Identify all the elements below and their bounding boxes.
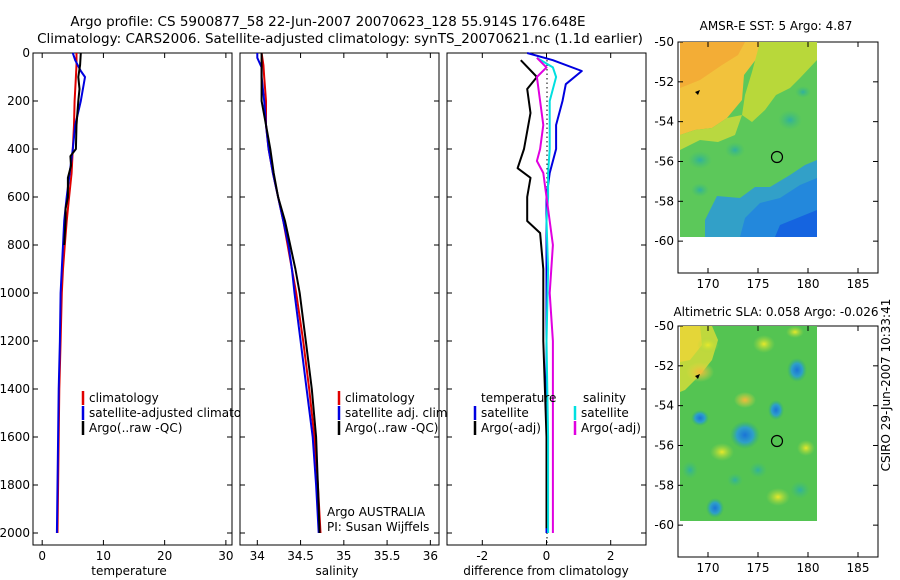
difference-xlabel: difference from climatology	[463, 564, 629, 578]
x-tick-label: -2	[476, 549, 488, 563]
temperature-axis-ticks: 0 10 20 30 0 200 400 600 800 1000 1200 1400 1600 1800…	[0, 46, 234, 563]
temperature-series	[55, 52, 86, 534]
legend-label-satellite: satellite adj. clim.	[345, 406, 451, 420]
x-tick-label: 10	[96, 549, 111, 563]
map-x-tick-label: 185	[847, 277, 870, 291]
difference-axis-ticks: -2 0 2	[447, 52, 646, 563]
x-tick-label: 2	[607, 549, 615, 563]
figure-title-line2: Climatology: CARS2006. Satellite-adjuste…	[37, 31, 643, 47]
legend-label-sal-satellite: satellite	[581, 406, 629, 420]
map-y-tick-label: -56	[654, 438, 674, 452]
sla-previous-position-marker	[695, 374, 700, 379]
salinity-legend: climatology satellite adj. clim. Argo(..…	[337, 391, 451, 435]
map-x-tick-label: 170	[697, 277, 720, 291]
x-tick-label: 30	[218, 549, 233, 563]
legend-label-satellite: satellite-adjusted climatology	[89, 406, 267, 420]
sst-map-title: AMSR-E SST: 5 Argo: 4.87	[700, 19, 853, 33]
sla-heatmap-field	[680, 326, 817, 521]
salinity-series	[256, 52, 322, 534]
map-x-tick-label: 185	[847, 561, 870, 575]
map-y-tick-label: -60	[654, 234, 674, 248]
map-y-tick-label: -52	[654, 359, 674, 373]
y-tick-label: 400	[7, 142, 30, 156]
series-line-temperature-argo-adj	[516, 59, 548, 529]
y-tick-label: 600	[7, 190, 30, 204]
map-x-tick-label: 175	[747, 561, 770, 575]
series-line-salinity-argo-adj	[535, 57, 554, 533]
map-y-tick-label: -58	[654, 478, 674, 492]
x-tick-label: 0	[38, 549, 46, 563]
temperature-plot-frame	[32, 52, 233, 546]
sst-map-panel: AMSR-E SST: 5 Argo: 4.87 170 175 180 185 -50…	[654, 19, 879, 291]
sst-previous-position-marker	[695, 90, 700, 95]
map-y-tick-label: -60	[654, 518, 674, 532]
sst-heatmap-field	[680, 42, 817, 237]
map-y-tick-label: -54	[654, 115, 674, 129]
legend-header-temperature: temperature	[481, 391, 556, 405]
x-tick-label: 35.5	[374, 549, 401, 563]
map-y-tick-label: -52	[654, 75, 674, 89]
y-tick-label: 1400	[0, 382, 30, 396]
salinity-axis-ticks: 34 34.5 35 35.5 36	[240, 52, 439, 563]
map-y-tick-label: -58	[654, 194, 674, 208]
y-tick-label: 1000	[0, 286, 30, 300]
map-y-tick-label: -54	[654, 399, 674, 413]
series-line-salinity-satellite	[536, 56, 558, 533]
x-tick-label: 36	[423, 549, 438, 563]
temperature-legend: climatology satellite-adjusted climatolo…	[81, 391, 267, 435]
difference-series	[516, 52, 583, 533]
salinity-annotation-line2: PI: Susan Wijffels	[327, 520, 429, 534]
x-tick-label: 20	[157, 549, 172, 563]
sla-argo-position-marker	[770, 434, 784, 448]
legend-label-argo: Argo(..raw -QC)	[345, 421, 438, 435]
series-line-argo-raw-qc	[63, 52, 82, 246]
map-x-tick-label: 180	[797, 561, 820, 575]
map-x-tick-label: 180	[797, 277, 820, 291]
salinity-plot-frame	[239, 52, 440, 546]
x-tick-label: 35	[336, 549, 351, 563]
x-tick-label: 34.5	[287, 549, 314, 563]
y-tick-label: 800	[7, 238, 30, 252]
y-tick-label: 1600	[0, 430, 30, 444]
y-tick-label: 1200	[0, 334, 30, 348]
x-tick-label: 34	[250, 549, 265, 563]
salinity-profile-panel: 34 34.5 35 35.5 36 climatology satellite adj…	[239, 52, 451, 578]
y-tick-label: 200	[7, 94, 30, 108]
temperature-profile-panel: 0 10 20 30 0 200 400 600 800 1000 1200 1400 1600 1800…	[0, 46, 267, 578]
legend-label-climatology: climatology	[345, 391, 415, 405]
map-y-tick-label: -50	[654, 35, 674, 49]
salinity-annotation-line1: Argo AUSTRALIA	[327, 505, 426, 519]
sst-argo-position-marker	[770, 150, 784, 164]
x-tick-label: 0	[543, 549, 551, 563]
difference-legend: temperature salinity satellite Argo(-adj…	[473, 391, 641, 435]
sst-map-axis-ticks: 170 175 180 185 -50 -52 -54 -56 -58 -60	[654, 35, 878, 291]
legend-label-climatology: climatology	[89, 391, 159, 405]
legend-label-temp-satellite: satellite	[481, 406, 529, 420]
salinity-xlabel: salinity	[315, 564, 358, 578]
sla-map-panel: Altimetric SLA: 0.058 Argo: -0.026 170 17…	[654, 305, 878, 575]
y-tick-label: 1800	[0, 478, 30, 492]
figure-title-line1: Argo profile: CS 5900877_58 22-Jun-2007 …	[70, 14, 585, 30]
y-tick-label: 0	[22, 46, 30, 60]
timestamp-label: CSIRO 29-Jun-2007 10:33:41	[879, 299, 893, 472]
legend-label-sal-argo: Argo(-adj)	[581, 421, 641, 435]
map-y-tick-label: -56	[654, 154, 674, 168]
legend-header-salinity: salinity	[583, 391, 626, 405]
legend-label-temp-argo: Argo(-adj)	[481, 421, 541, 435]
legend-label-argo: Argo(..raw -QC)	[89, 421, 182, 435]
map-x-tick-label: 175	[747, 277, 770, 291]
difference-profile-panel: -2 0 2 temperature salinity satellite Argo…	[446, 52, 647, 578]
sla-map-axis-ticks: 170 175 180 185 -50 -52 -54 -56 -58 -60	[654, 319, 878, 575]
y-tick-label: 2000	[0, 526, 30, 540]
map-y-tick-label: -50	[654, 319, 674, 333]
map-x-tick-label: 170	[697, 561, 720, 575]
sla-map-title: Altimetric SLA: 0.058 Argo: -0.026	[673, 305, 878, 319]
temperature-xlabel: temperature	[91, 564, 166, 578]
series-line-argo-raw-qc	[260, 53, 321, 534]
